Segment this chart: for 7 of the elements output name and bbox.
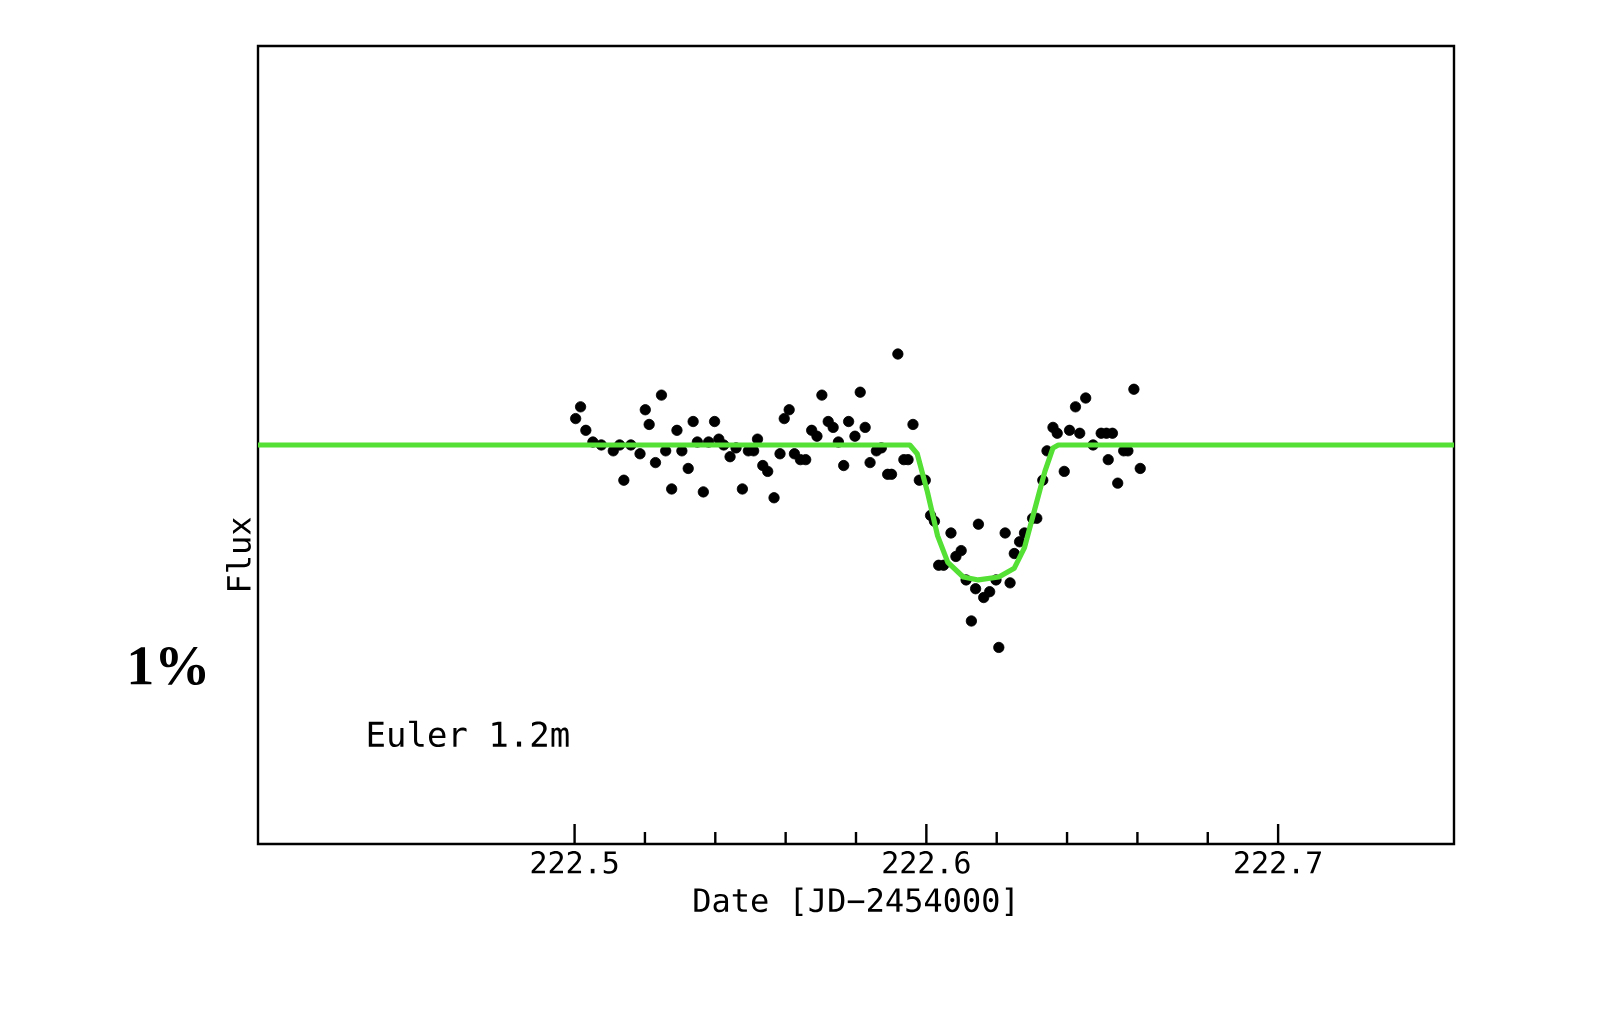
x-tick-label: 222.7 bbox=[1235, 851, 1322, 874]
x-tick-label: 222.5 bbox=[531, 851, 618, 874]
text: Euler 1.2m bbox=[368, 720, 569, 748]
x-tick-label: 222.6 bbox=[883, 851, 970, 874]
x-axis-title: Date [JD−2454000] bbox=[694, 887, 1013, 916]
text: 1% bbox=[130, 647, 206, 686]
y-axis-title: Flux bbox=[226, 517, 251, 590]
